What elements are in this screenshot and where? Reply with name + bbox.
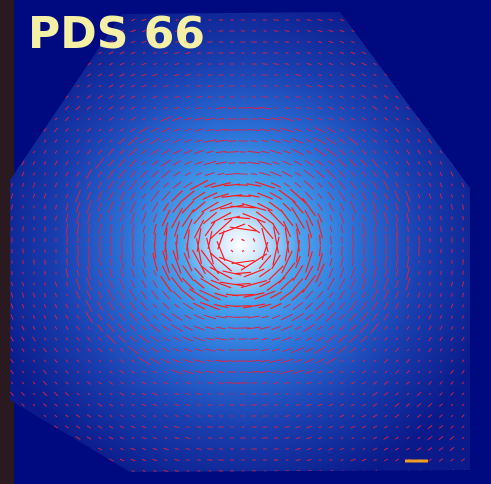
vector — [452, 216, 453, 219]
vector — [12, 216, 13, 220]
vector — [397, 233, 398, 247]
vector — [208, 416, 212, 417]
title: PDS 66 — [28, 8, 205, 59]
vector — [286, 75, 289, 76]
page: {"title": "PDS 66"} PDS 66 (() => { cons… — [0, 0, 491, 484]
vector — [198, 383, 200, 384]
vector — [274, 31, 278, 32]
vector — [274, 405, 278, 406]
vector — [197, 460, 201, 461]
vector — [262, 64, 267, 65]
vector — [111, 246, 112, 256]
vector — [235, 196, 251, 197]
vector — [375, 235, 376, 246]
vector — [386, 234, 387, 246]
vector — [274, 97, 277, 98]
vector — [187, 64, 189, 65]
vector — [208, 438, 212, 439]
vector — [45, 226, 46, 231]
vector — [274, 86, 277, 87]
vector — [207, 449, 212, 450]
vector — [375, 246, 376, 255]
vector — [263, 383, 267, 384]
vector — [286, 53, 289, 54]
vector — [229, 163, 236, 164]
vector — [34, 216, 35, 220]
vector — [254, 250, 255, 252]
vector — [274, 427, 278, 428]
vector — [56, 272, 57, 275]
vector — [364, 247, 365, 255]
vector — [226, 361, 238, 362]
vector — [34, 283, 35, 285]
vector — [274, 438, 277, 439]
vector — [234, 306, 251, 307]
vector — [251, 119, 257, 120]
polarization-map: PDS 66 — [0, 0, 491, 484]
vector — [23, 226, 24, 231]
vector — [286, 405, 289, 406]
vector — [197, 416, 200, 417]
vector — [186, 460, 189, 461]
vector — [23, 206, 24, 209]
vector — [297, 42, 300, 43]
vector — [262, 405, 267, 406]
vector — [208, 108, 211, 109]
vector — [430, 227, 431, 232]
vector — [251, 141, 257, 142]
vector — [364, 234, 365, 245]
vector — [441, 226, 442, 232]
vector — [331, 236, 332, 245]
vector — [242, 251, 244, 252]
vector — [320, 235, 321, 245]
vector — [275, 108, 278, 109]
vector — [207, 42, 212, 43]
vector — [208, 75, 212, 76]
vector — [12, 271, 13, 275]
vector — [207, 460, 212, 461]
vector — [34, 259, 35, 264]
vector — [285, 20, 289, 21]
vector — [297, 64, 300, 65]
vector — [208, 405, 212, 406]
vector — [274, 75, 278, 76]
vector — [274, 449, 278, 450]
vector — [286, 394, 289, 395]
vector — [297, 31, 300, 32]
vector — [208, 97, 212, 98]
vector — [285, 449, 288, 450]
vector — [463, 259, 464, 264]
vector — [262, 75, 267, 76]
vector — [274, 53, 278, 54]
vector — [225, 383, 238, 384]
vector — [262, 438, 267, 439]
vector — [89, 246, 90, 256]
vector — [45, 259, 46, 264]
vector — [228, 328, 236, 329]
vector — [78, 245, 79, 256]
vector — [274, 460, 278, 461]
